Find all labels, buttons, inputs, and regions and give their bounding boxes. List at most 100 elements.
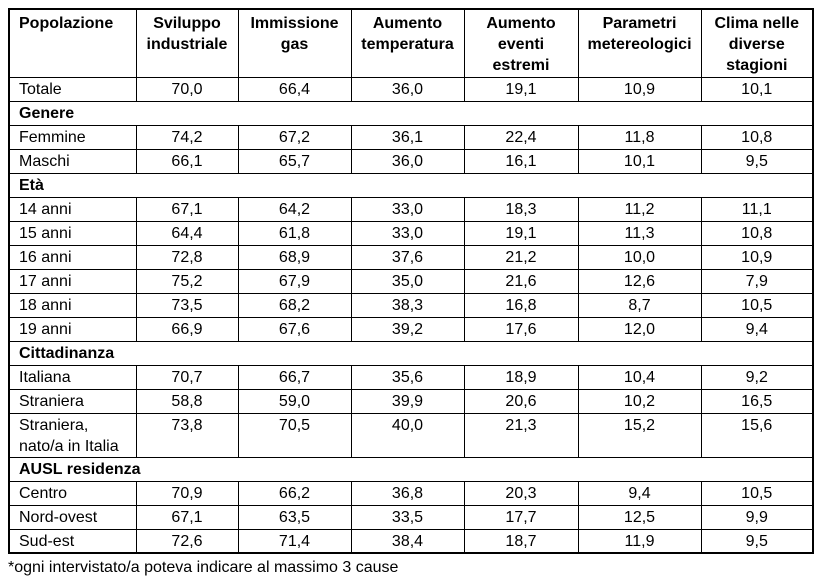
table-row: Nord-ovest 67,1 63,5 33,5 17,7 12,5 9,9 (8, 504, 814, 530)
value-cell: 35,6 (350, 364, 465, 390)
value-cell: 11,3 (577, 220, 702, 246)
value-cell: 18,9 (463, 364, 579, 390)
value-cell: 9,9 (700, 504, 814, 530)
value-cell: 66,2 (237, 480, 352, 506)
section-row: Genere (8, 100, 814, 126)
column-header-aumento-temperatura: Aumento temperatura (350, 8, 465, 78)
value-cell: 16,8 (463, 292, 579, 318)
value-cell: 17,6 (463, 316, 579, 342)
value-cell: 21,3 (463, 412, 579, 458)
value-cell: 36,0 (350, 148, 465, 174)
value-cell: 61,8 (237, 220, 352, 246)
value-cell: 10,1 (700, 76, 814, 102)
value-cell: 10,1 (577, 148, 702, 174)
value-cell: 39,9 (350, 388, 465, 414)
row-label: 18 anni (8, 292, 137, 318)
column-header-parametri-metereologici: Parametri metereologici (577, 8, 702, 78)
value-cell: 9,4 (700, 316, 814, 342)
row-label: 19 anni (8, 316, 137, 342)
value-cell: 33,5 (350, 504, 465, 530)
value-cell: 66,7 (237, 364, 352, 390)
row-label: 15 anni (8, 220, 137, 246)
value-cell: 58,8 (135, 388, 239, 414)
row-label: 14 anni (8, 196, 137, 222)
value-cell: 38,4 (350, 528, 465, 554)
row-label: Nord-ovest (8, 504, 137, 530)
table-row: 19 anni 66,9 67,6 39,2 17,6 12,0 9,4 (8, 316, 814, 342)
value-cell: 10,8 (700, 124, 814, 150)
row-label: 17 anni (8, 268, 137, 294)
row-label: Maschi (8, 148, 137, 174)
value-cell: 67,2 (237, 124, 352, 150)
value-cell: 63,5 (237, 504, 352, 530)
value-cell: 36,0 (350, 76, 465, 102)
column-header-clima-stagioni: Clima nelle diverse stagioni (700, 8, 814, 78)
value-cell: 40,0 (350, 412, 465, 458)
value-cell: 9,5 (700, 528, 814, 554)
value-cell: 64,4 (135, 220, 239, 246)
value-cell: 38,3 (350, 292, 465, 318)
value-cell: 7,9 (700, 268, 814, 294)
column-header-aumento-eventi-estremi: Aumento eventi estremi (463, 8, 579, 78)
row-label: Straniera, nato/a in Italia (8, 412, 137, 458)
value-cell: 22,4 (463, 124, 579, 150)
value-cell: 37,6 (350, 244, 465, 270)
value-cell: 70,7 (135, 364, 239, 390)
row-label: Femmine (8, 124, 137, 150)
table-row: Maschi 66,1 65,7 36,0 16,1 10,1 9,5 (8, 148, 814, 174)
column-header-sviluppo-industriale: Sviluppo industriale (135, 8, 239, 78)
row-label: Italiana (8, 364, 137, 390)
value-cell: 68,9 (237, 244, 352, 270)
value-cell: 19,1 (463, 76, 579, 102)
value-cell: 66,1 (135, 148, 239, 174)
value-cell: 10,8 (700, 220, 814, 246)
row-label: Straniera (8, 388, 137, 414)
table-row: Totale 70,0 66,4 36,0 19,1 10,9 10,1 (8, 76, 814, 102)
row-label: Centro (8, 480, 137, 506)
section-label: Genere (8, 100, 814, 126)
value-cell: 65,7 (237, 148, 352, 174)
section-row: AUSL residenza (8, 456, 814, 482)
value-cell: 72,8 (135, 244, 239, 270)
value-cell: 70,5 (237, 412, 352, 458)
value-cell: 35,0 (350, 268, 465, 294)
column-header-popolazione: Popolazione (8, 8, 137, 78)
value-cell: 59,0 (237, 388, 352, 414)
value-cell: 11,8 (577, 124, 702, 150)
value-cell: 12,0 (577, 316, 702, 342)
value-cell: 8,7 (577, 292, 702, 318)
table-header: Popolazione Sviluppo industriale Immissi… (8, 8, 814, 78)
value-cell: 64,2 (237, 196, 352, 222)
section-label: Età (8, 172, 814, 198)
value-cell: 67,9 (237, 268, 352, 294)
table-row: Centro 70,9 66,2 36,8 20,3 9,4 10,5 (8, 480, 814, 506)
value-cell: 33,0 (350, 196, 465, 222)
value-cell: 10,5 (700, 292, 814, 318)
section-label: AUSL residenza (8, 456, 814, 482)
table-row: Italiana 70,7 66,7 35,6 18,9 10,4 9,2 (8, 364, 814, 390)
table-row: Straniera 58,8 59,0 39,9 20,6 10,2 16,5 (8, 388, 814, 414)
table-row: 16 anni 72,8 68,9 37,6 21,2 10,0 10,9 (8, 244, 814, 270)
survey-causes-table: Popolazione Sviluppo industriale Immissi… (8, 8, 814, 554)
value-cell: 73,5 (135, 292, 239, 318)
value-cell: 73,8 (135, 412, 239, 458)
value-cell: 10,9 (577, 76, 702, 102)
value-cell: 75,2 (135, 268, 239, 294)
value-cell: 11,2 (577, 196, 702, 222)
table-row: 14 anni 67,1 64,2 33,0 18,3 11,2 11,1 (8, 196, 814, 222)
value-cell: 10,2 (577, 388, 702, 414)
value-cell: 16,5 (700, 388, 814, 414)
value-cell: 68,2 (237, 292, 352, 318)
value-cell: 10,4 (577, 364, 702, 390)
value-cell: 10,0 (577, 244, 702, 270)
section-label: Cittadinanza (8, 340, 814, 366)
value-cell: 11,9 (577, 528, 702, 554)
value-cell: 17,7 (463, 504, 579, 530)
table-row: 15 anni 64,4 61,8 33,0 19,1 11,3 10,8 (8, 220, 814, 246)
value-cell: 10,9 (700, 244, 814, 270)
value-cell: 67,6 (237, 316, 352, 342)
header-row: Popolazione Sviluppo industriale Immissi… (8, 8, 814, 78)
table-row: Femmine 74,2 67,2 36,1 22,4 11,8 10,8 (8, 124, 814, 150)
value-cell: 67,1 (135, 196, 239, 222)
